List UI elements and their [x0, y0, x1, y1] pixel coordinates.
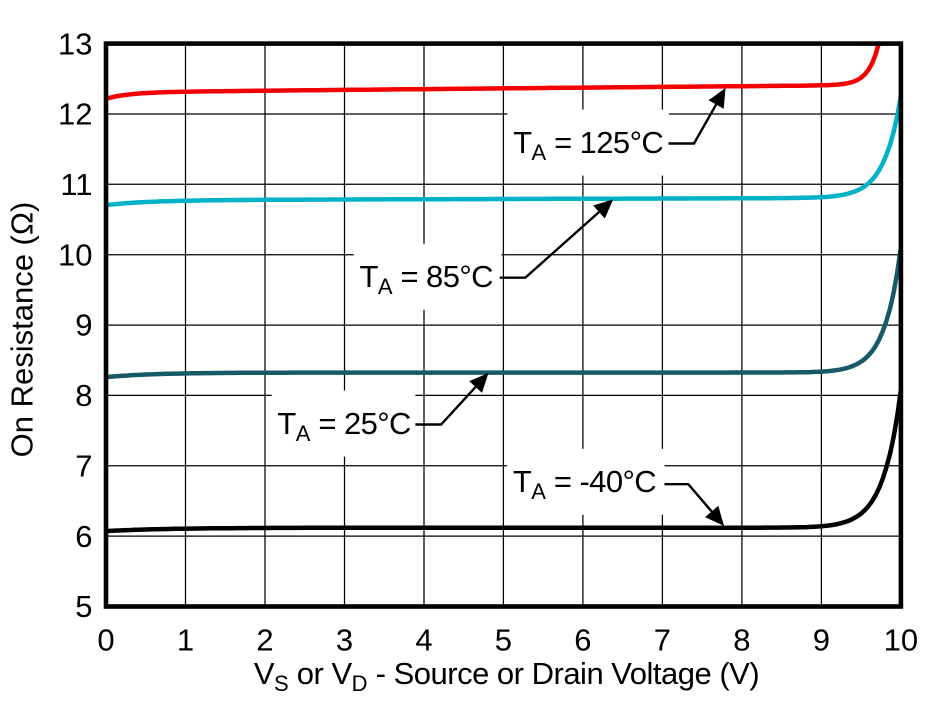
- svg-text:6: 6: [574, 623, 591, 658]
- svg-text:9: 9: [75, 308, 92, 343]
- svg-text:5: 5: [75, 589, 92, 624]
- svg-text:VS or VD - Source or Drain Vol: VS or VD - Source or Drain Voltage (V): [254, 656, 759, 696]
- svg-text:1: 1: [177, 623, 194, 658]
- svg-text:0: 0: [97, 623, 114, 658]
- svg-text:7: 7: [75, 448, 92, 483]
- svg-text:9: 9: [813, 623, 830, 658]
- svg-text:7: 7: [654, 623, 671, 658]
- svg-text:11: 11: [60, 167, 92, 202]
- svg-text:12: 12: [58, 97, 92, 132]
- svg-text:8: 8: [75, 378, 92, 413]
- svg-text:2: 2: [256, 623, 273, 658]
- svg-text:10: 10: [58, 237, 92, 272]
- svg-text:13: 13: [58, 26, 92, 61]
- svg-text:10: 10: [884, 623, 918, 658]
- svg-text:5: 5: [495, 623, 512, 658]
- svg-text:3: 3: [336, 623, 353, 658]
- svg-text:6: 6: [75, 519, 92, 554]
- svg-text:8: 8: [733, 623, 750, 658]
- svg-text:On Resistance (Ω): On Resistance (Ω): [5, 202, 40, 458]
- svg-text:TA = 25°C: TA = 25°C: [277, 406, 411, 446]
- svg-text:4: 4: [415, 623, 432, 658]
